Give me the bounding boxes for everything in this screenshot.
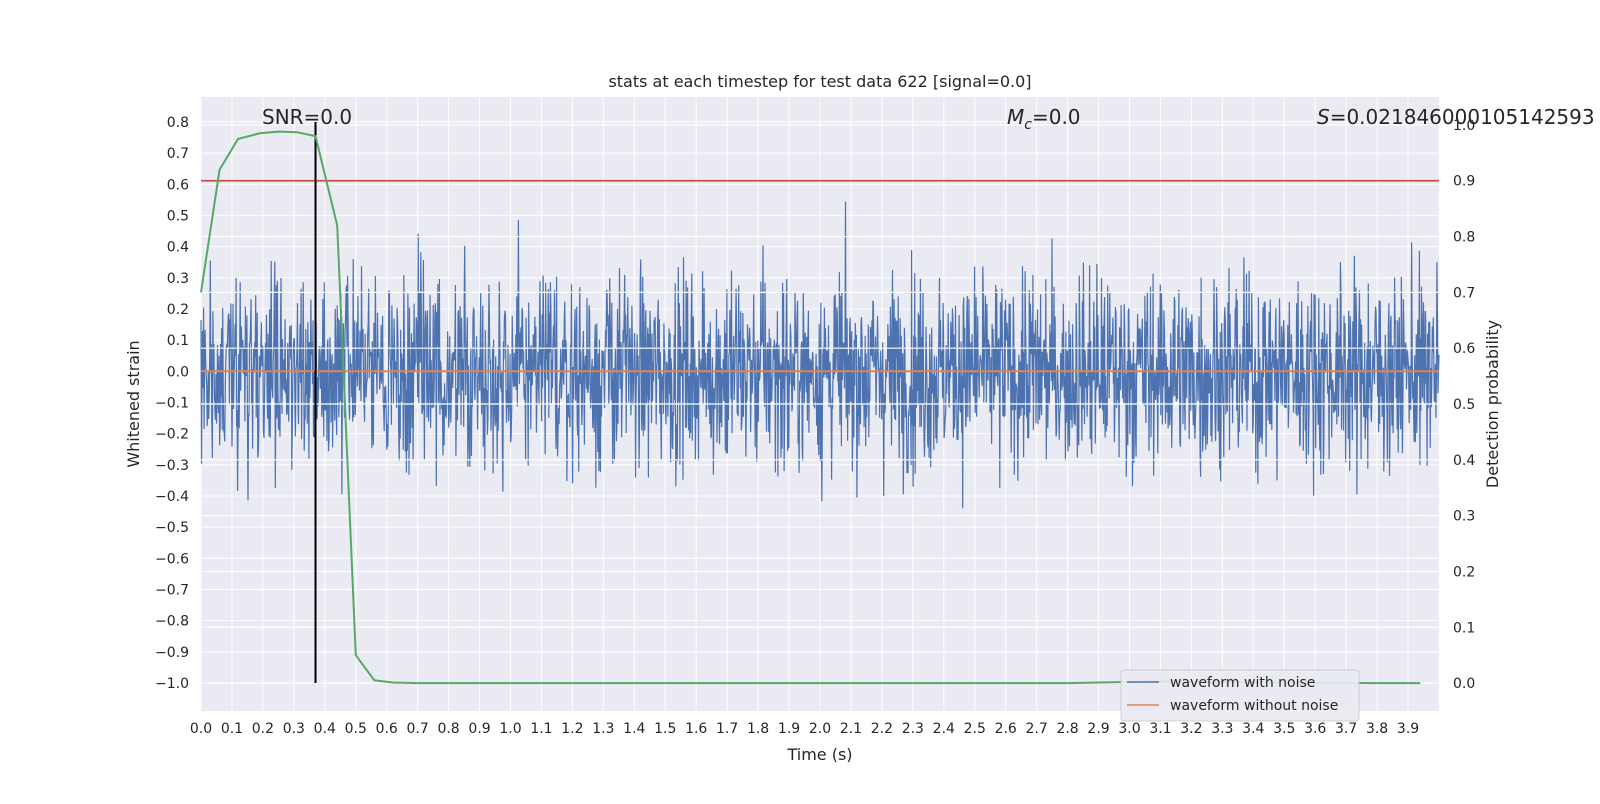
y-tick-label: −1.0 bbox=[155, 676, 189, 692]
y2-tick-label: 0.6 bbox=[1453, 341, 1475, 357]
x-tick-label: 2.2 bbox=[871, 721, 893, 737]
x-tick-label: 1.6 bbox=[685, 721, 707, 737]
x-tick-label: 3.8 bbox=[1366, 721, 1388, 737]
x-tick-label: 3.9 bbox=[1397, 721, 1419, 737]
y-tick-label: −0.7 bbox=[155, 582, 189, 598]
x-tick-label: 2.0 bbox=[809, 721, 831, 737]
y2-tick-label: 0.3 bbox=[1453, 509, 1475, 525]
mc-value: =0.0 bbox=[1032, 105, 1081, 129]
x-tick-label: 3.6 bbox=[1304, 721, 1326, 737]
x-tick-labels: 0.0 0.1 0.2 0.3 0.4 0.5 0.6 0.7 0.8 0.9 1.0 1.1 1.2 1… bbox=[190, 721, 1419, 737]
y-tick-label: 0.2 bbox=[167, 302, 189, 318]
x-tick-label: 3.3 bbox=[1211, 721, 1233, 737]
y-tick-label: −0.9 bbox=[155, 645, 189, 661]
x-tick-label: 0.5 bbox=[345, 721, 367, 737]
x-tick-label: 0.2 bbox=[252, 721, 274, 737]
x-tick-label: 0.9 bbox=[468, 721, 490, 737]
y-axis-label: Whitened strain bbox=[124, 340, 143, 467]
y2-tick-label: 0.1 bbox=[1453, 620, 1475, 636]
x-tick-label: 3.7 bbox=[1335, 721, 1357, 737]
y2-tick-label: 0.4 bbox=[1453, 453, 1475, 469]
y-tick-label: −0.6 bbox=[155, 551, 189, 567]
x-tick-label: 0.6 bbox=[376, 721, 398, 737]
x-tick-label: 2.4 bbox=[933, 721, 955, 737]
y-tick-label: 0.7 bbox=[167, 146, 189, 162]
x-tick-label: 1.4 bbox=[623, 721, 645, 737]
x-tick-label: 1.2 bbox=[561, 721, 583, 737]
x-tick-label: 1.9 bbox=[778, 721, 800, 737]
x-tick-label: 3.1 bbox=[1149, 721, 1171, 737]
y-tick-label: 0.6 bbox=[167, 177, 189, 193]
x-tick-label: 1.5 bbox=[654, 721, 676, 737]
x-tick-label: 1.8 bbox=[747, 721, 769, 737]
y2-tick-label: 0.8 bbox=[1453, 230, 1475, 246]
x-tick-label: 1.3 bbox=[592, 721, 614, 737]
x-tick-label: 0.7 bbox=[407, 721, 429, 737]
y-tick-label: −0.5 bbox=[155, 520, 189, 536]
y2-axis-label: Detection probability bbox=[1483, 320, 1502, 488]
legend: waveform with noise waveform without noi… bbox=[1120, 669, 1360, 722]
s-value: =0.021846000105142593 bbox=[1330, 105, 1595, 129]
y2-tick-labels: 1.0 0.9 0.8 0.7 0.6 0.5 0.4 0.3 0.2 0.1 0.0 bbox=[1453, 118, 1475, 692]
snr-annotation: SNR=0.0 bbox=[262, 105, 352, 129]
x-tick-label: 3.4 bbox=[1242, 721, 1264, 737]
y-tick-labels: 0.8 0.7 0.6 0.5 0.4 0.3 0.2 0.1 0.0 −0.1 −0.2 −0.3 −… bbox=[155, 115, 189, 692]
y-tick-label: 0.0 bbox=[167, 364, 189, 380]
y2-tick-label: 0.9 bbox=[1453, 174, 1475, 190]
x-tick-label: 0.3 bbox=[283, 721, 305, 737]
y-tick-label: −0.3 bbox=[155, 458, 189, 474]
y2-tick-label: 0.7 bbox=[1453, 285, 1475, 301]
x-tick-label: 0.0 bbox=[190, 721, 212, 737]
y2-tick-label: 0.2 bbox=[1453, 564, 1475, 580]
chart-title: stats at each timestep for test data 622… bbox=[608, 72, 1031, 91]
y-tick-label: 0.1 bbox=[167, 333, 189, 349]
x-tick-label: 2.6 bbox=[995, 721, 1017, 737]
legend-label-clean: waveform without noise bbox=[1170, 698, 1338, 714]
x-tick-label: 0.4 bbox=[314, 721, 336, 737]
y-tick-label: 0.3 bbox=[167, 271, 189, 287]
y-tick-label: −0.4 bbox=[155, 489, 189, 505]
x-tick-label: 2.5 bbox=[964, 721, 986, 737]
mc-symbol: M bbox=[1007, 105, 1024, 129]
y2-tick-label: 0.0 bbox=[1453, 676, 1475, 692]
series-waveform-with-noise bbox=[200, 201, 1440, 509]
y2-tick-label: 1.0 bbox=[1453, 118, 1475, 134]
y-tick-label: −0.8 bbox=[155, 614, 189, 630]
x-tick-label: 3.2 bbox=[1180, 721, 1202, 737]
s-symbol: S bbox=[1317, 105, 1330, 129]
x-tick-label: 2.7 bbox=[1026, 721, 1048, 737]
x-tick-label: 1.0 bbox=[499, 721, 521, 737]
y2-tick-label: 0.5 bbox=[1453, 397, 1475, 413]
s-annotation: S=0.021846000105142593 bbox=[1317, 105, 1595, 129]
x-axis-label: Time (s) bbox=[786, 745, 852, 764]
legend-box bbox=[1120, 669, 1360, 722]
y-tick-label: 0.4 bbox=[167, 240, 189, 256]
mc-annotation: Mc=0.0 bbox=[1007, 105, 1081, 133]
x-tick-label: 0.8 bbox=[437, 721, 459, 737]
y-tick-label: 0.8 bbox=[167, 115, 189, 131]
x-tick-label: 0.1 bbox=[221, 721, 243, 737]
x-tick-label: 2.1 bbox=[840, 721, 862, 737]
y-tick-label: −0.1 bbox=[155, 395, 189, 411]
x-tick-label: 2.8 bbox=[1056, 721, 1078, 737]
x-tick-label: 2.3 bbox=[902, 721, 924, 737]
y-tick-label: −0.2 bbox=[155, 427, 189, 443]
x-tick-label: 2.9 bbox=[1087, 721, 1109, 737]
y-tick-label: 0.5 bbox=[167, 208, 189, 224]
legend-label-noise: waveform with noise bbox=[1170, 675, 1315, 691]
x-tick-label: 1.7 bbox=[716, 721, 738, 737]
x-tick-label: 3.0 bbox=[1118, 721, 1140, 737]
x-tick-label: 3.5 bbox=[1273, 721, 1295, 737]
x-tick-label: 1.1 bbox=[530, 721, 552, 737]
mc-subscript: c bbox=[1024, 117, 1032, 133]
